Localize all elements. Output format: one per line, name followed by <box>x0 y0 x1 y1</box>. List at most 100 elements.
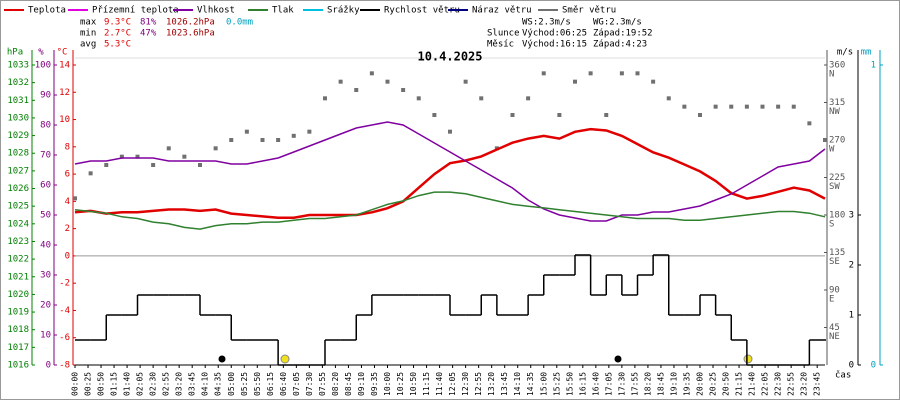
direction-point <box>541 71 546 76</box>
pressure-tick-label: 1022 <box>7 255 29 265</box>
temperature-tick-label: 10 <box>59 115 70 125</box>
direction-point <box>588 71 593 76</box>
x-tick-label: 00:50 <box>97 372 106 396</box>
direction-point <box>698 113 702 117</box>
stat-pressure: 1026.2hPa <box>166 18 215 28</box>
pressure-tick-label: 1031 <box>7 96 29 106</box>
x-tick-label: 23:20 <box>800 372 809 396</box>
x-tick-label: 21:15 <box>735 372 744 396</box>
x-tick-label: 00:25 <box>84 372 93 396</box>
x-tick-label: 08:20 <box>331 372 340 396</box>
series-line <box>74 191 826 230</box>
temperature-tick-label: 14 <box>59 61 70 71</box>
stat-label: avg <box>80 40 96 50</box>
direction-point <box>666 96 671 101</box>
sunset-marker <box>743 354 753 364</box>
direction-tick-label: 360 <box>829 61 845 71</box>
x-tick-label: 07:30 <box>305 372 314 396</box>
x-tick-label: 15:50 <box>565 372 574 396</box>
humidity-tick-label: 30 <box>40 271 51 281</box>
x-tick-label: 05:00 <box>227 372 236 396</box>
direction-point <box>713 104 718 109</box>
temperature-tick-label: -4 <box>59 306 70 316</box>
x-tick-label: 13:20 <box>487 372 496 396</box>
x-tick-label: 01:40 <box>123 372 132 396</box>
direction-point <box>448 129 452 134</box>
temperature-tick-label: 8 <box>65 142 70 152</box>
x-tick-label: 16:15 <box>578 372 587 396</box>
x-tick-label: 18:45 <box>656 372 665 396</box>
x-tick-label: 15:00 <box>539 372 548 396</box>
x-tick-label: 16:40 <box>591 372 600 396</box>
legend-label: Náraz větru <box>472 6 532 16</box>
direction-point <box>510 113 515 117</box>
sun-label: Slunce <box>487 29 520 39</box>
x-tick-label: 11:40 <box>435 372 444 396</box>
temperature-tick-label: -2 <box>59 279 70 289</box>
legend-label: Rychlost větru <box>384 6 460 16</box>
pressure-tick-label: 1019 <box>7 308 29 318</box>
direction-point <box>682 104 687 109</box>
x-tick-label: 05:50 <box>253 372 262 396</box>
direction-point <box>760 104 765 109</box>
sunrise-marker <box>280 354 290 364</box>
x-tick-label: 06:40 <box>279 372 288 396</box>
x-tick-label: 19:10 <box>669 372 678 396</box>
direction-point <box>619 71 624 76</box>
direction-point <box>479 96 484 101</box>
direction-point <box>604 113 609 117</box>
precipitation-tick-label: 0 <box>871 361 876 371</box>
x-tick-label: 07:05 <box>292 372 301 396</box>
direction-point <box>338 79 343 84</box>
direction-point <box>573 79 577 84</box>
compass-label: SW <box>829 182 840 192</box>
direction-point <box>635 71 640 76</box>
direction-tick-label: 135 <box>829 248 845 258</box>
compass-label: N <box>829 70 834 80</box>
wind-tick-label: 2 <box>849 261 854 271</box>
legend-label: Tlak <box>272 6 294 16</box>
wind-axis-title: m/s <box>837 48 853 58</box>
humidity-tick-label: 10 <box>40 331 51 341</box>
pressure-tick-label: 1018 <box>7 325 29 335</box>
legend-label: Teplota <box>28 6 66 16</box>
x-tick-label: 17:30 <box>617 372 626 396</box>
direction-tick-label: 315 <box>829 98 845 108</box>
direction-tick-label: 45 <box>829 323 840 333</box>
direction-point <box>307 129 312 134</box>
humidity-tick-label: 80 <box>40 121 51 131</box>
x-tick-label: 13:45 <box>500 372 509 396</box>
direction-point <box>526 96 531 101</box>
pressure-tick-label: 1027 <box>7 166 29 176</box>
humidity-axis-title: % <box>38 48 44 58</box>
pressure-tick-label: 1023 <box>7 237 29 247</box>
direction-tick-label: 180 <box>829 211 845 221</box>
x-tick-label: 09:35 <box>370 372 379 396</box>
x-tick-label: 12:05 <box>448 372 457 396</box>
pressure-tick-label: 1024 <box>7 219 29 229</box>
humidity-tick-label: 100 <box>35 61 51 71</box>
moon-rise: Východ:16:15 <box>522 40 587 50</box>
direction-point <box>416 96 421 101</box>
direction-point <box>291 133 296 138</box>
x-tick-label: 14:35 <box>526 372 535 396</box>
x-tick-label: 02:55 <box>162 372 171 396</box>
compass-label: S <box>829 220 834 230</box>
x-tick-label: 03:45 <box>188 372 197 396</box>
direction-point <box>651 79 656 84</box>
direction-point <box>807 121 812 126</box>
direction-tick-label: 90 <box>829 286 840 296</box>
stat-temperature: 9.3°C <box>104 18 131 28</box>
x-tick-label: 14:10 <box>513 372 522 396</box>
pressure-tick-label: 1028 <box>7 149 29 159</box>
temperature-axis-title: °C <box>57 48 68 58</box>
compass-label: SE <box>829 257 840 267</box>
direction-point <box>385 79 390 84</box>
direction-point <box>166 146 171 151</box>
stat-label: min <box>80 29 96 39</box>
humidity-tick-label: 40 <box>40 241 51 251</box>
pressure-tick-label: 1030 <box>7 113 29 123</box>
legend-label: Srážky <box>327 6 360 16</box>
